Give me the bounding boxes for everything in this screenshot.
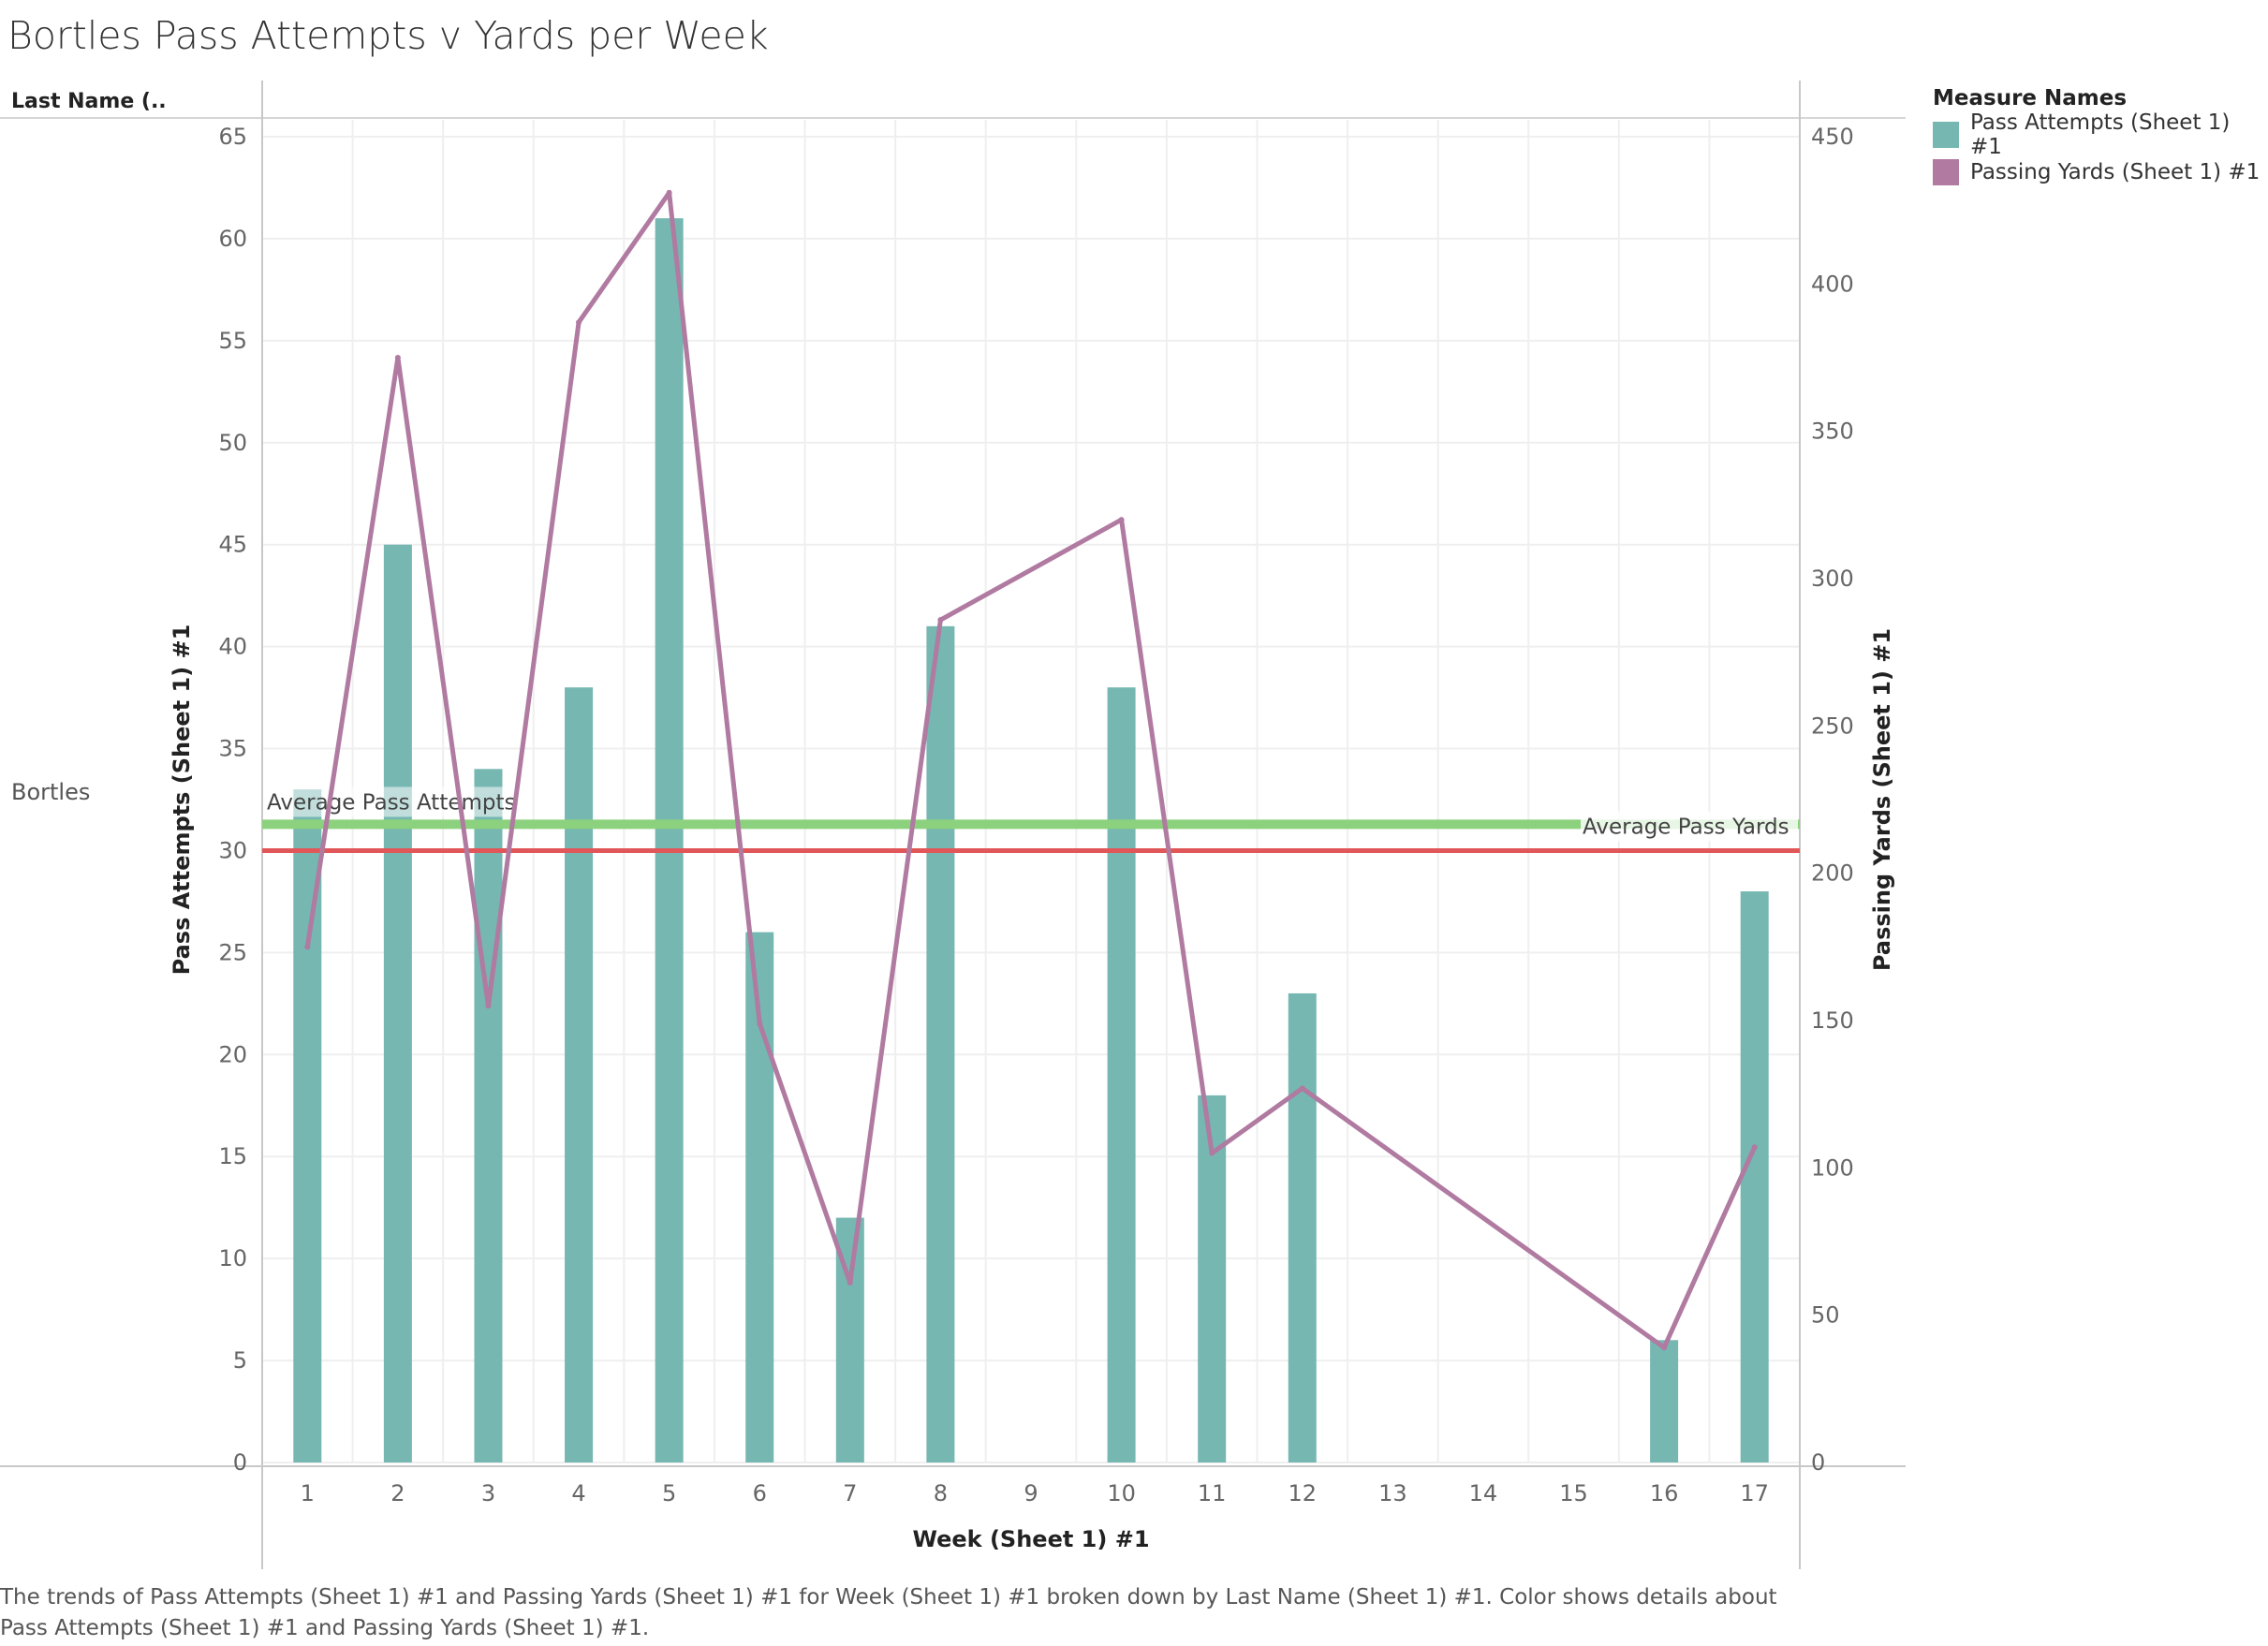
x-axis-ticks: 1 2 3 4 5 6 7 8 9 10 11 12 13 14 15 16 17	[301, 1480, 1769, 1506]
reference-lines: Average Pass Attempts Average Pass Yards	[262, 786, 1800, 853]
y2-tick-label: 150	[1811, 1007, 1854, 1034]
chart-title: Bortles Pass Attempts v Yards per Week	[7, 13, 769, 58]
y-tick-label: 5	[233, 1347, 247, 1374]
y-tick-label: 35	[218, 736, 247, 762]
bar-week-3[interactable]	[474, 769, 503, 1462]
y-tick-label: 65	[218, 124, 247, 150]
legend-title: Measure Names	[1933, 86, 2128, 110]
yards-point-week-16[interactable]	[1661, 1345, 1668, 1351]
bar-week-17[interactable]	[1740, 891, 1769, 1462]
bar-week-16[interactable]	[1650, 1340, 1679, 1462]
y2-tick-label: 50	[1811, 1302, 1840, 1329]
bar-series	[293, 218, 1769, 1463]
right-axis-ticks: 0 50 100 150 200 250 300 350 400 450	[1811, 124, 1854, 1476]
bar-week-4[interactable]	[565, 687, 594, 1462]
x-tick-label: 9	[1024, 1480, 1038, 1506]
line-series	[304, 189, 1758, 1351]
y2-tick-label: 100	[1811, 1154, 1854, 1181]
caption: The trends of Pass Attempts (Sheet 1) #1…	[0, 1585, 1777, 1640]
bar-week-2[interactable]	[383, 544, 412, 1462]
y2-tick-label: 350	[1811, 419, 1854, 445]
x-tick-label: 3	[481, 1480, 495, 1506]
y2-tick-label: 300	[1811, 566, 1854, 592]
bar-week-11[interactable]	[1198, 1095, 1227, 1462]
y2-tick-label: 450	[1811, 124, 1854, 150]
row-header[interactable]: Last Name (..	[11, 90, 167, 113]
y-tick-label: 60	[218, 226, 247, 252]
ref-label-bg	[264, 786, 519, 817]
yards-point-week-4[interactable]	[576, 319, 582, 326]
y-tick-label: 45	[218, 532, 247, 558]
x-tick-label: 4	[571, 1480, 585, 1506]
x-tick-label: 2	[390, 1480, 405, 1506]
x-tick-label: 11	[1198, 1480, 1227, 1506]
yards-point-week-12[interactable]	[1299, 1085, 1305, 1092]
y-tick-label: 20	[218, 1041, 247, 1067]
yards-point-week-7[interactable]	[847, 1280, 853, 1286]
y2-tick-label: 250	[1811, 713, 1854, 739]
x-tick-label: 13	[1378, 1480, 1407, 1506]
x-tick-label: 6	[753, 1480, 767, 1506]
x-tick-label: 10	[1107, 1480, 1136, 1506]
y-tick-label: 10	[218, 1245, 247, 1271]
x-tick-label: 5	[662, 1480, 676, 1506]
x-tick-label: 8	[934, 1480, 948, 1506]
y-tick-label: 25	[218, 939, 247, 965]
left-axis-ticks: 0 5 10 15 20 25 30 35 40 45 50 55 60 65	[218, 124, 247, 1476]
x-tick-label: 14	[1469, 1480, 1498, 1506]
legend: Measure Names Pass Attempts (Sheet 1) #1…	[1933, 86, 2268, 191]
legend-label-pass-attempts: Pass Attempts (Sheet 1) #1	[1969, 110, 2231, 159]
x-tick-label: 15	[1559, 1480, 1588, 1506]
legend-item-pass-attempts[interactable]: Pass Attempts (Sheet 1) #1	[1933, 110, 2268, 159]
x-tick-label: 16	[1650, 1480, 1679, 1506]
yards-point-week-6[interactable]	[757, 1021, 763, 1027]
y-tick-label: 0	[233, 1449, 247, 1476]
x-tick-label: 12	[1288, 1480, 1317, 1506]
yards-point-week-8[interactable]	[937, 617, 944, 624]
yards-point-week-2[interactable]	[394, 355, 401, 360]
yards-point-week-5[interactable]	[666, 189, 672, 196]
bar-week-8[interactable]	[926, 625, 955, 1462]
legend-swatch-pass-attempts	[1933, 122, 1959, 148]
y-axis-title: Pass Attempts (Sheet 1) #1	[169, 625, 195, 976]
yards-point-week-11[interactable]	[1209, 1150, 1215, 1156]
ref-label-avg-pass-attempts: Average Pass Attempts	[267, 790, 516, 815]
x-axis-title: Week (Sheet 1) #1	[912, 1526, 1149, 1552]
y2-tick-label: 200	[1811, 860, 1854, 887]
legend-swatch-passing-yards	[1933, 159, 1959, 185]
yards-point-week-3[interactable]	[485, 1003, 492, 1009]
ref-label-avg-pass-yards: Average Pass Yards	[1583, 815, 1789, 839]
bar-week-1[interactable]	[293, 789, 322, 1462]
x-tick-label: 1	[301, 1480, 315, 1506]
y-tick-label: 40	[218, 634, 247, 660]
x-tick-label: 7	[843, 1480, 857, 1506]
bar-week-10[interactable]	[1107, 687, 1136, 1462]
chart-frame	[0, 81, 1906, 1569]
bar-week-5[interactable]	[655, 218, 684, 1463]
yards-point-week-10[interactable]	[1118, 517, 1125, 523]
yards-point-week-17[interactable]	[1751, 1144, 1758, 1151]
y-tick-label: 55	[218, 328, 247, 354]
passing-yards-line[interactable]	[304, 190, 1757, 1350]
legend-item-passing-yards[interactable]: Passing Yards (Sheet 1) #1	[1933, 154, 2268, 191]
ref-label-bg	[1581, 811, 1798, 842]
bar-week-12[interactable]	[1288, 992, 1317, 1462]
y-tick-label: 15	[218, 1143, 247, 1169]
legend-label-passing-yards: Passing Yards (Sheet 1) #1	[1970, 160, 2261, 184]
x-tick-label: 17	[1740, 1480, 1769, 1506]
y2-tick-label: 400	[1811, 271, 1854, 297]
y2-tick-label: 0	[1811, 1449, 1825, 1476]
y-tick-label: 30	[218, 837, 247, 863]
row-label: Bortles	[11, 779, 91, 805]
yards-point-week-1[interactable]	[304, 944, 311, 950]
y-tick-label: 50	[218, 430, 247, 456]
y2-axis-title: Passing Yards (Sheet 1) #1	[1869, 628, 1895, 971]
